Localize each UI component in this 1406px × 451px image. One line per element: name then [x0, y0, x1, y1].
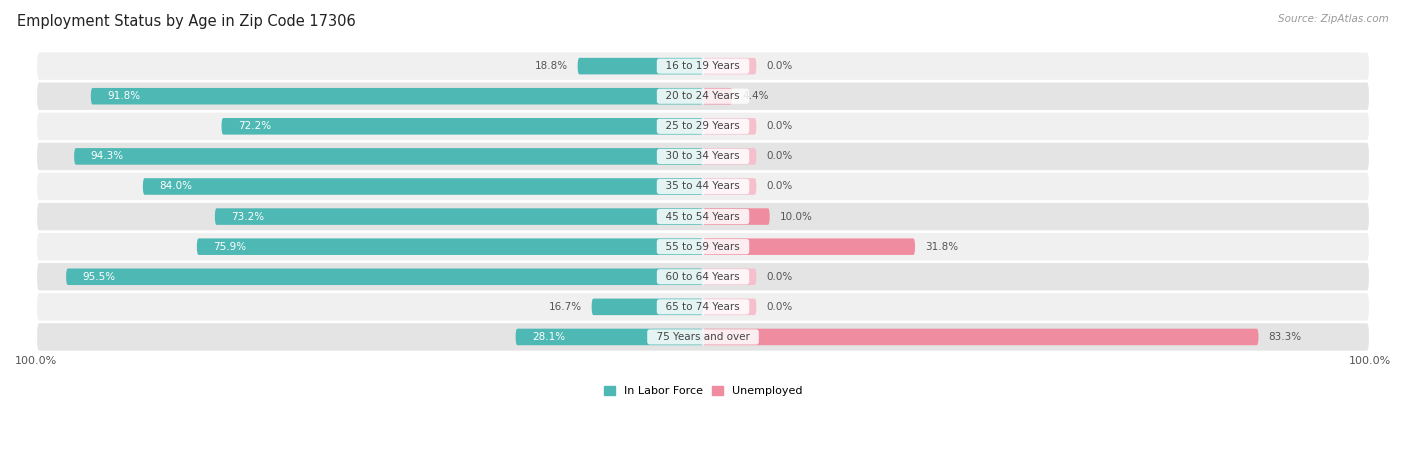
FancyBboxPatch shape: [215, 208, 703, 225]
Text: 83.3%: 83.3%: [1268, 332, 1302, 342]
Text: 84.0%: 84.0%: [159, 181, 193, 192]
FancyBboxPatch shape: [703, 88, 733, 105]
Text: 91.8%: 91.8%: [107, 91, 141, 101]
Text: 65 to 74 Years: 65 to 74 Years: [659, 302, 747, 312]
FancyBboxPatch shape: [143, 178, 703, 195]
FancyBboxPatch shape: [703, 148, 756, 165]
FancyBboxPatch shape: [37, 51, 1369, 81]
FancyBboxPatch shape: [703, 239, 915, 255]
Text: 73.2%: 73.2%: [232, 212, 264, 221]
Text: 30 to 34 Years: 30 to 34 Years: [659, 152, 747, 161]
Text: 0.0%: 0.0%: [766, 272, 793, 282]
Text: 16 to 19 Years: 16 to 19 Years: [659, 61, 747, 71]
Text: 0.0%: 0.0%: [766, 302, 793, 312]
Text: 35 to 44 Years: 35 to 44 Years: [659, 181, 747, 192]
FancyBboxPatch shape: [222, 118, 703, 134]
FancyBboxPatch shape: [91, 88, 703, 105]
Text: 95.5%: 95.5%: [83, 272, 115, 282]
FancyBboxPatch shape: [703, 118, 756, 134]
Text: 20 to 24 Years: 20 to 24 Years: [659, 91, 747, 101]
Text: 0.0%: 0.0%: [766, 121, 793, 131]
FancyBboxPatch shape: [703, 58, 756, 74]
Text: 94.3%: 94.3%: [91, 152, 124, 161]
Legend: In Labor Force, Unemployed: In Labor Force, Unemployed: [599, 381, 807, 400]
Text: 18.8%: 18.8%: [534, 61, 568, 71]
FancyBboxPatch shape: [197, 239, 703, 255]
FancyBboxPatch shape: [37, 262, 1369, 291]
FancyBboxPatch shape: [37, 292, 1369, 322]
FancyBboxPatch shape: [66, 268, 703, 285]
FancyBboxPatch shape: [37, 142, 1369, 171]
Text: 16.7%: 16.7%: [548, 302, 582, 312]
FancyBboxPatch shape: [37, 111, 1369, 141]
FancyBboxPatch shape: [516, 329, 703, 345]
Text: 55 to 59 Years: 55 to 59 Years: [659, 242, 747, 252]
Text: 45 to 54 Years: 45 to 54 Years: [659, 212, 747, 221]
Text: 75.9%: 75.9%: [214, 242, 246, 252]
Text: Employment Status by Age in Zip Code 17306: Employment Status by Age in Zip Code 173…: [17, 14, 356, 28]
FancyBboxPatch shape: [592, 299, 703, 315]
FancyBboxPatch shape: [37, 322, 1369, 352]
FancyBboxPatch shape: [37, 232, 1369, 262]
Text: Source: ZipAtlas.com: Source: ZipAtlas.com: [1278, 14, 1389, 23]
Text: 60 to 64 Years: 60 to 64 Years: [659, 272, 747, 282]
FancyBboxPatch shape: [37, 172, 1369, 201]
FancyBboxPatch shape: [578, 58, 703, 74]
FancyBboxPatch shape: [703, 329, 1258, 345]
Text: 25 to 29 Years: 25 to 29 Years: [659, 121, 747, 131]
Text: 0.0%: 0.0%: [766, 181, 793, 192]
Text: 0.0%: 0.0%: [766, 61, 793, 71]
FancyBboxPatch shape: [37, 202, 1369, 231]
Text: 75 Years and over: 75 Years and over: [650, 332, 756, 342]
FancyBboxPatch shape: [75, 148, 703, 165]
Text: 31.8%: 31.8%: [925, 242, 959, 252]
FancyBboxPatch shape: [703, 178, 756, 195]
FancyBboxPatch shape: [37, 82, 1369, 111]
Text: 0.0%: 0.0%: [766, 152, 793, 161]
Text: 72.2%: 72.2%: [238, 121, 271, 131]
FancyBboxPatch shape: [703, 208, 769, 225]
FancyBboxPatch shape: [703, 268, 756, 285]
Text: 28.1%: 28.1%: [533, 332, 565, 342]
Text: 4.4%: 4.4%: [742, 91, 769, 101]
FancyBboxPatch shape: [703, 299, 756, 315]
Text: 10.0%: 10.0%: [780, 212, 813, 221]
